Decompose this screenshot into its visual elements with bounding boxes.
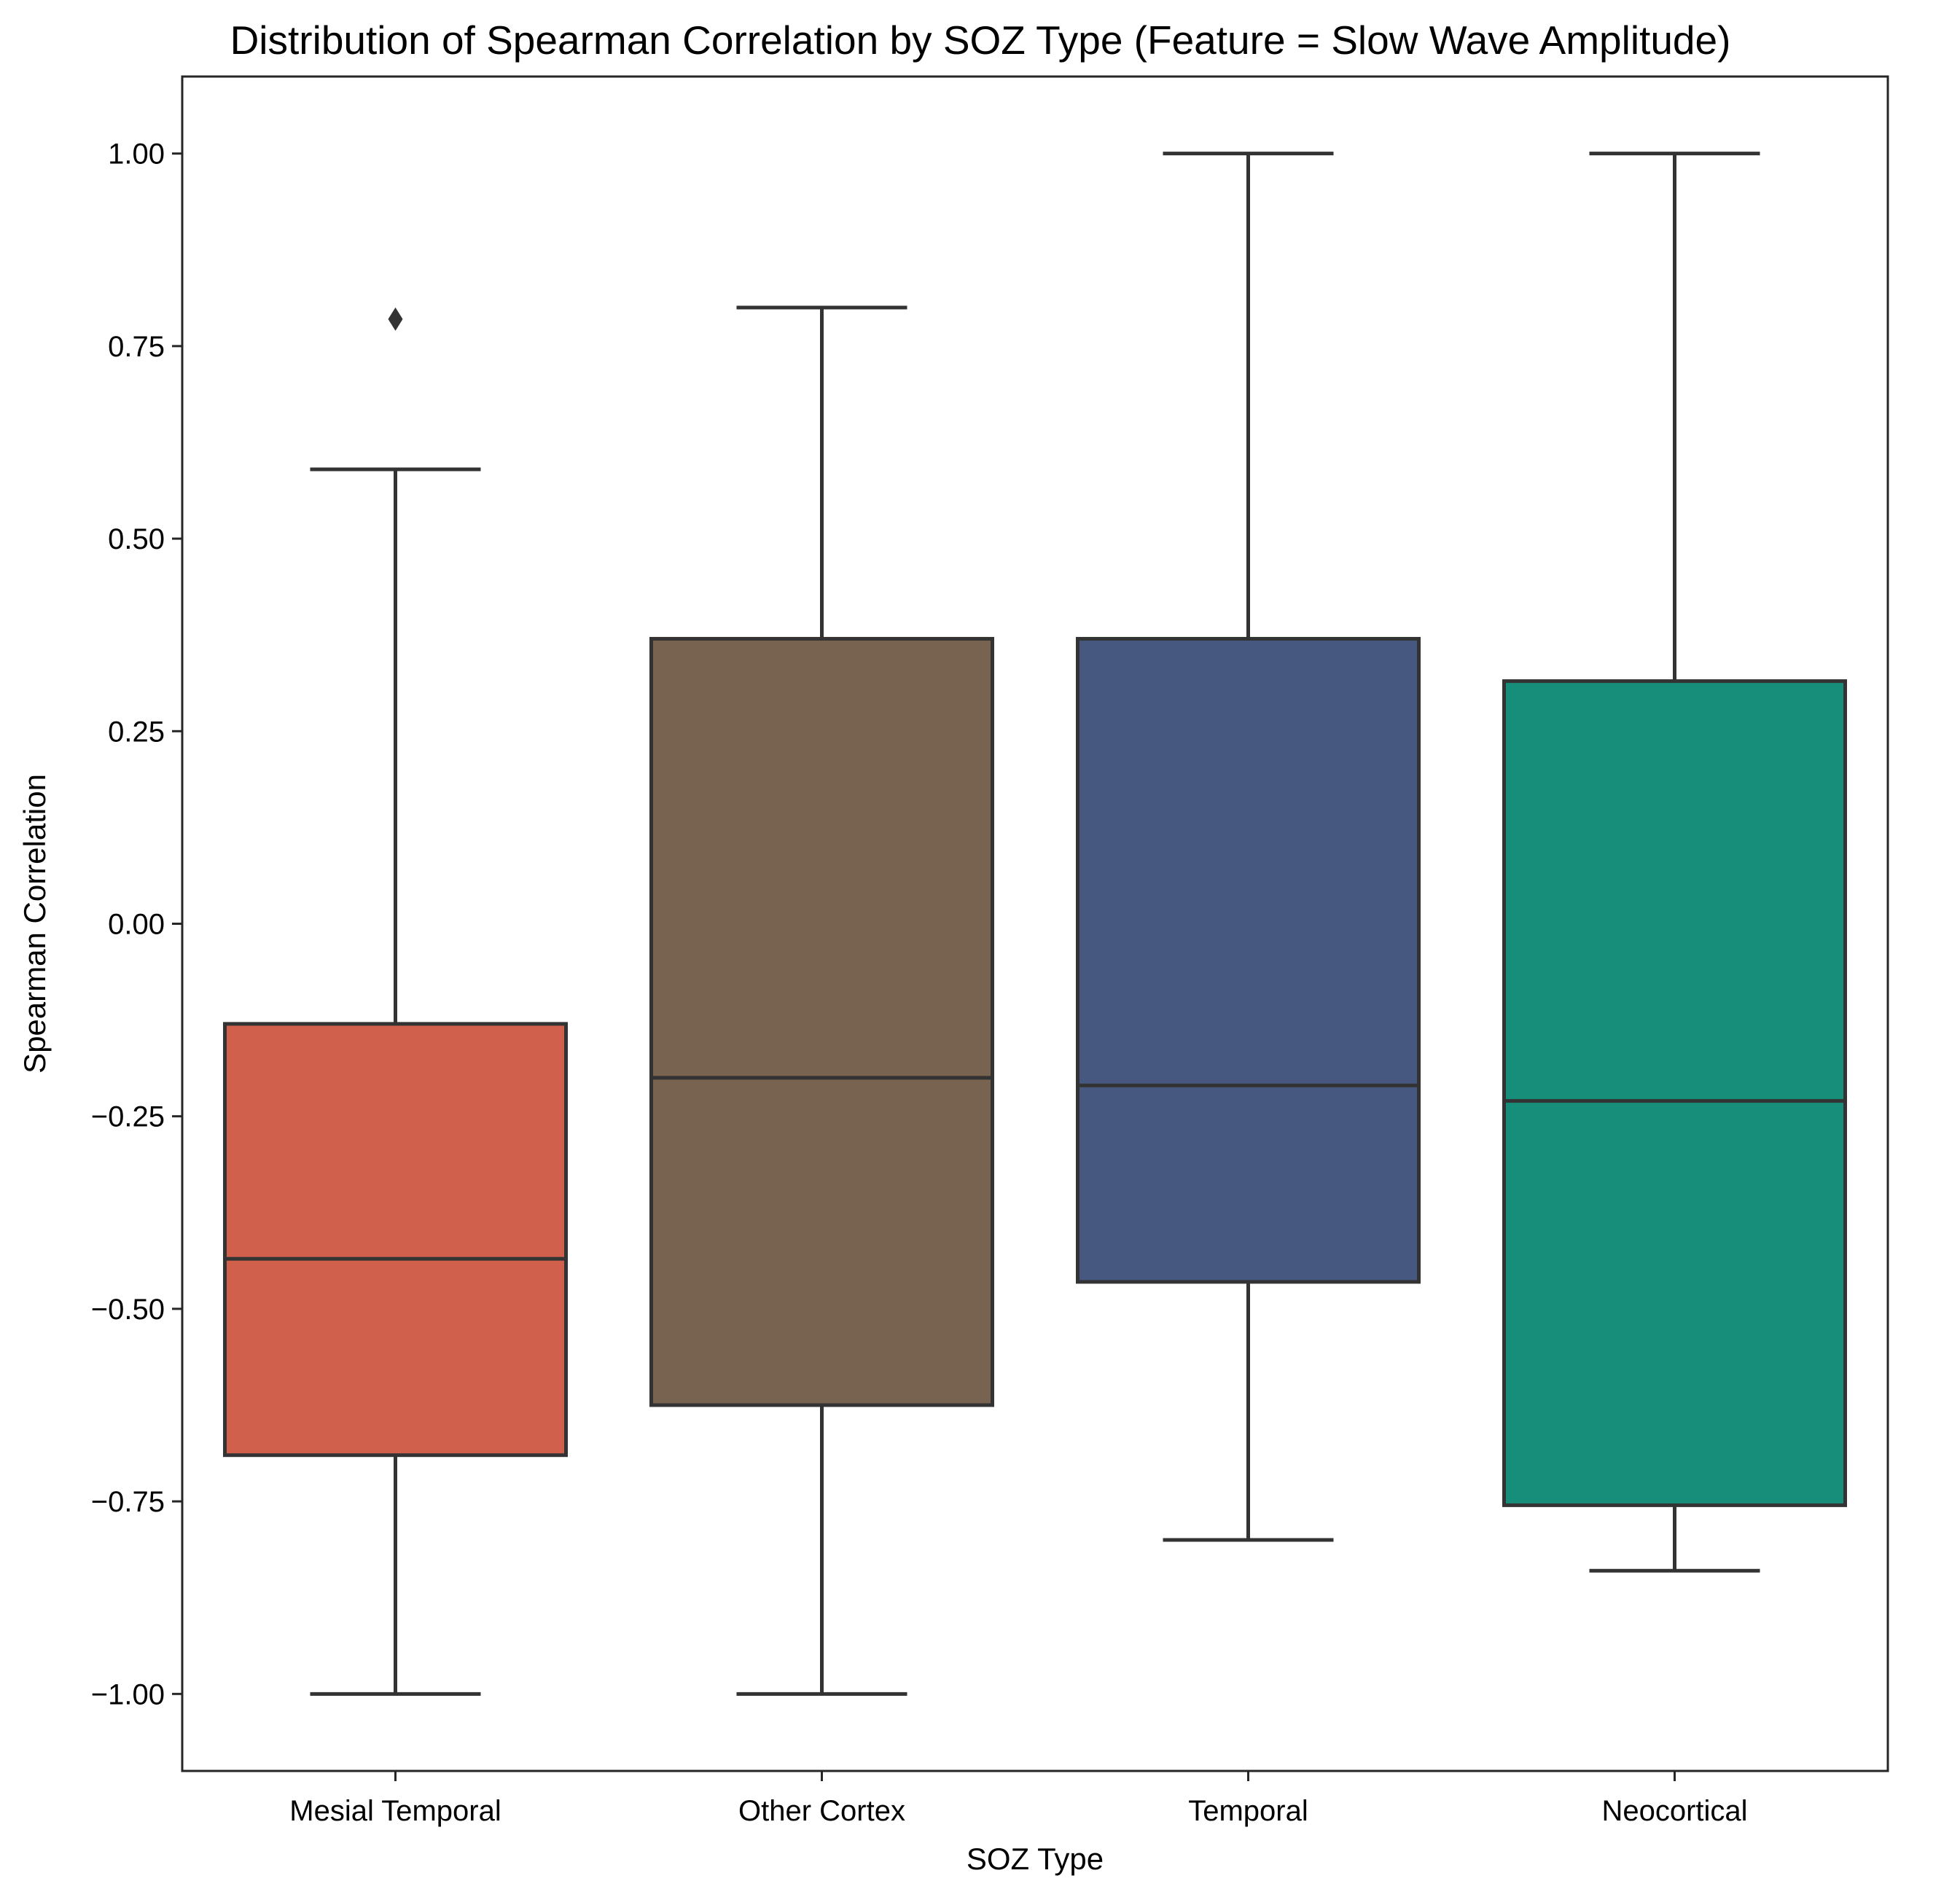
y-tick-label: −0.75 — [91, 1486, 165, 1518]
box-group-3 — [1502, 152, 1847, 1573]
box-group-0 — [223, 307, 568, 1696]
y-axis-label: Spearman Correlation — [17, 774, 52, 1074]
iqr-box — [1502, 679, 1847, 1507]
y-tick-label: 1.00 — [108, 138, 165, 171]
y-tick-label: 0.00 — [108, 909, 165, 941]
x-axis-label: SOZ Type — [967, 1842, 1104, 1876]
x-axis: Mesial Temporal Other Cortex Temporal Neoco… — [289, 1771, 1748, 1827]
y-tick-label: −1.00 — [91, 1678, 165, 1710]
y-tick-label: −0.25 — [91, 1101, 165, 1133]
x-tick-label: Other Cortex — [738, 1795, 905, 1827]
x-tick-label: Mesial Temporal — [289, 1795, 501, 1827]
x-tick-label: Neocortical — [1601, 1795, 1747, 1827]
y-tick-label: 0.25 — [108, 716, 165, 748]
outlier-point — [388, 307, 403, 331]
y-axis: −1.00 −0.75 −0.50 −0.25 0.00 0.25 0.50 0.75 1.00 — [91, 138, 182, 1710]
x-tick-label: Temporal — [1188, 1795, 1308, 1827]
box-group-1 — [649, 305, 994, 1696]
y-tick-label: 0.50 — [108, 523, 165, 555]
chart-title: Distribution of Spearman Correlation by … — [230, 17, 1731, 63]
iqr-box — [1076, 636, 1421, 1284]
iqr-box — [223, 1022, 568, 1458]
plot-area — [223, 152, 1847, 1696]
iqr-box — [649, 636, 994, 1407]
y-tick-label: −0.50 — [91, 1294, 165, 1326]
box-group-2 — [1076, 152, 1421, 1542]
y-tick-label: 0.75 — [108, 331, 165, 363]
